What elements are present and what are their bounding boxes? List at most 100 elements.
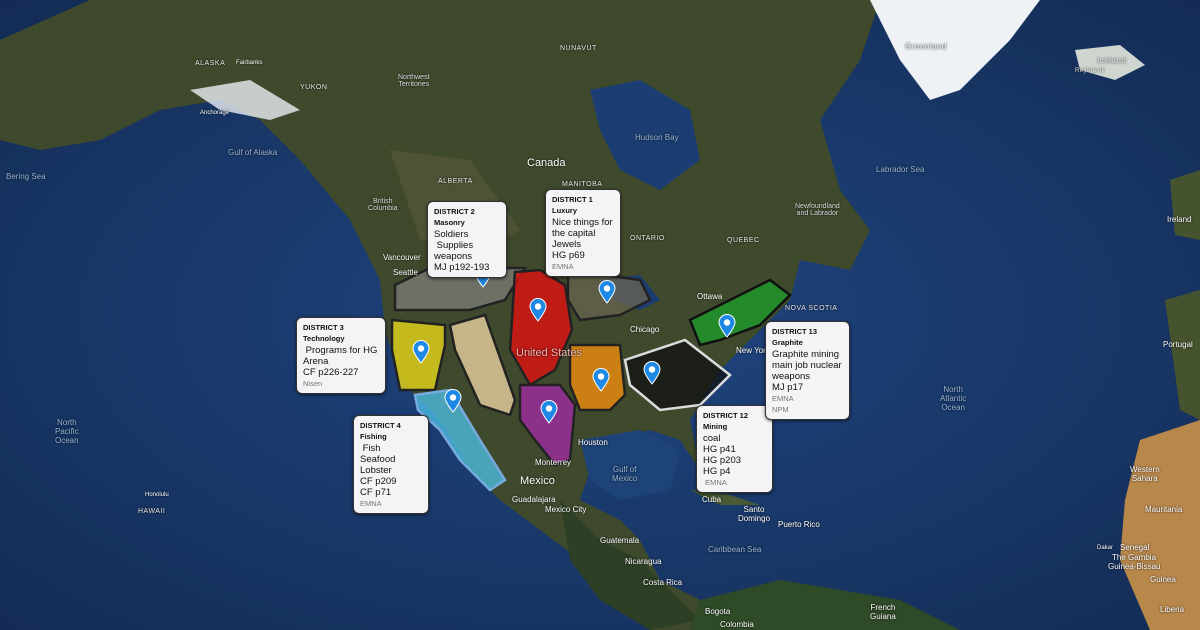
card-line: HG p203 — [703, 455, 742, 466]
landmass-europe — [1165, 170, 1200, 420]
card-line: main job nuclear — [772, 360, 842, 371]
card-source: NPM — [772, 405, 789, 414]
label-ireland: Ireland — [1167, 215, 1192, 224]
label-gulf-of-mexico: Gulf of Mexico — [612, 465, 638, 483]
info-card-district-13[interactable]: DISTRICT 13 Graphite Graphite mining mai… — [765, 321, 850, 420]
landmass-africa — [1120, 420, 1200, 630]
label-chicago: Chicago — [630, 325, 660, 334]
gulf-of-mexico — [580, 430, 680, 500]
map-pin-icon[interactable] — [529, 298, 547, 322]
card-title: DISTRICT 13 Graphite — [772, 327, 818, 347]
card-line: weapons — [434, 251, 473, 262]
map-pin-icon[interactable] — [444, 389, 462, 413]
label-dakar: Dakar — [1097, 545, 1114, 551]
label-fairbanks: Fairbanks — [236, 60, 263, 66]
card-line: Arena — [303, 356, 329, 367]
card-line: Supplies — [434, 240, 474, 251]
label-nova-scotia: Nova Scotia — [785, 305, 838, 312]
card-source: Nisen — [303, 379, 323, 388]
map-pin-icon[interactable] — [718, 314, 736, 338]
label-nicaragua: Nicaragua — [625, 557, 662, 566]
card-title: DISTRICT 1 Luxury — [552, 195, 593, 215]
label-caribbean-sea: Caribbean Sea — [708, 545, 762, 554]
label-newfoundland: Newfoundland and Labrador — [795, 203, 840, 217]
label-greenland: Greenland — [905, 42, 947, 51]
label-senegal: Senegal — [1120, 543, 1150, 552]
map-pin-icon[interactable] — [592, 368, 610, 392]
label-guatemala: Guatemala — [600, 536, 640, 545]
card-line: Lobster — [360, 465, 392, 476]
label-vancouver: Vancouver — [383, 253, 421, 262]
card-line: coal — [703, 433, 721, 444]
label-iceland: Iceland — [1097, 56, 1127, 65]
label-gambia: The Gambia — [1112, 553, 1157, 562]
card-line: Nice things for — [552, 217, 613, 228]
info-card-district-1[interactable]: DISTRICT 1 Luxury Nice things for the ca… — [545, 189, 621, 277]
card-line: weapons — [772, 371, 811, 382]
card-line: MJ p17 — [772, 382, 804, 393]
label-hawaii: Hawaii — [138, 508, 166, 515]
label-nunavut: Nunavut — [560, 45, 597, 52]
label-canada: Canada — [527, 157, 566, 169]
hudson-bay — [590, 80, 700, 190]
district-13-area — [688, 278, 792, 347]
district-beige-area — [448, 313, 517, 417]
map-pin-icon[interactable] — [540, 400, 558, 424]
label-alaska: Alaska — [195, 60, 226, 67]
card-title: DISTRICT 2 Masonry — [434, 207, 475, 227]
label-cuba: Cuba — [702, 495, 722, 504]
info-card-district-3[interactable]: DISTRICT 3 Technology Programs for HG Ar… — [296, 317, 386, 394]
card-title: DISTRICT 3 Technology — [303, 323, 345, 343]
info-card-district-12[interactable]: DISTRICT 12 Mining coal HG p41 HG p203 H… — [696, 405, 773, 493]
map-pin-icon[interactable] — [643, 361, 661, 385]
card-source: EMNA — [360, 499, 382, 508]
label-ottawa: Ottawa — [697, 292, 723, 301]
label-french-guiana: French Guiana — [870, 603, 896, 621]
card-line: MJ p192-193 — [434, 262, 490, 273]
card-source: EMNA — [703, 478, 727, 487]
info-card-district-2[interactable]: DISTRICT 2 Masonry Soldiers Supplies wea… — [427, 201, 507, 278]
label-santo-domingo: Santo Domingo — [738, 505, 771, 523]
card-line: CF p209 — [360, 476, 397, 487]
card-line: Seafood — [360, 454, 396, 465]
label-yukon: Yukon — [300, 84, 328, 91]
label-western-sahara: Western Sahara — [1130, 465, 1160, 483]
label-costa-rica: Costa Rica — [643, 578, 683, 587]
label-quebec: Quebec — [727, 237, 760, 244]
label-guadalajara: Guadalajara — [512, 495, 556, 504]
card-line: Graphite mining — [772, 349, 840, 360]
label-bogota: Bogota — [705, 607, 731, 616]
card-source: EMNA — [772, 394, 794, 403]
district-polygons — [390, 266, 792, 492]
label-ontario: Ontario — [630, 235, 665, 242]
card-line: HG p4 — [703, 466, 731, 477]
card-title: DISTRICT 12 Mining — [703, 411, 749, 431]
label-nwt: Northwest Territories — [398, 74, 430, 88]
label-mexico: Mexico — [520, 475, 555, 487]
landmass-greenland — [870, 0, 1040, 100]
district-purple-area — [518, 383, 577, 467]
label-hudson-bay: Hudson Bay — [635, 133, 679, 142]
map-pin-icon[interactable] — [412, 340, 430, 364]
label-alberta: Alberta — [438, 178, 473, 185]
map-pin-icon[interactable] — [598, 280, 616, 304]
label-north-atlantic: North Atlantic Ocean — [940, 385, 967, 412]
label-gulf-of-alaska: Gulf of Alaska — [228, 148, 278, 157]
label-liberia: Liberia — [1160, 605, 1185, 614]
info-card-district-4[interactable]: DISTRICT 4 Fishing Fish Seafood Lobster … — [353, 415, 429, 514]
card-title: DISTRICT 4 Fishing — [360, 421, 401, 441]
label-mexico-city: Mexico City — [545, 505, 587, 514]
label-puerto-rico: Puerto Rico — [778, 520, 820, 529]
label-anchorage: Anchorage — [200, 110, 230, 116]
landmass-iceland — [1075, 45, 1145, 80]
landmass-south-america — [690, 580, 960, 630]
label-manitoba: Manitoba — [562, 181, 603, 188]
label-guinea: Guinea — [1150, 575, 1176, 584]
label-colombia: Colombia — [720, 620, 754, 629]
label-new-york: New York — [736, 346, 770, 355]
card-line: Jewels — [552, 239, 582, 250]
label-portugal: Portugal — [1163, 340, 1193, 349]
card-line: the capital — [552, 228, 596, 239]
label-bc: British Columbia — [368, 198, 398, 212]
